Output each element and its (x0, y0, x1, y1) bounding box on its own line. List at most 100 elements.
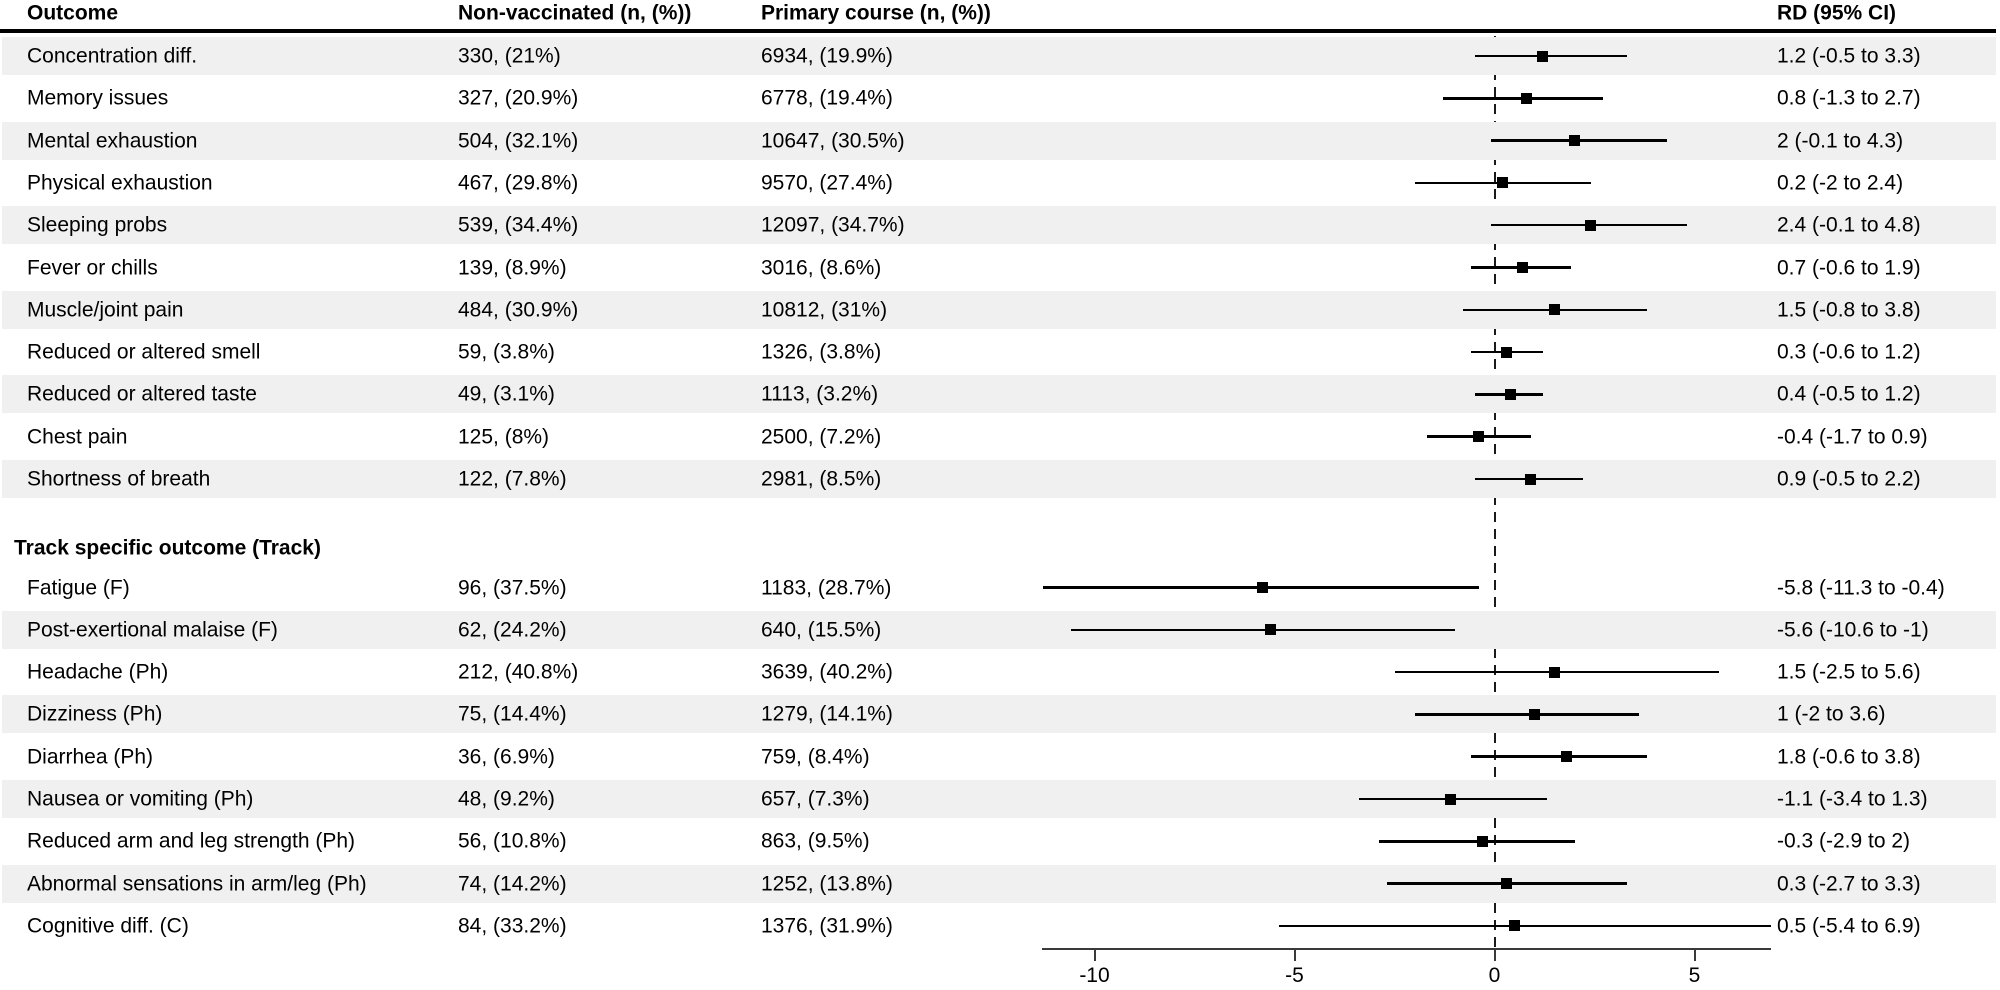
x-axis-tick (1293, 949, 1296, 961)
point-estimate-marker (1265, 624, 1276, 636)
outcome-label: Fatigue (F) (27, 576, 130, 599)
outcome-label: Reduced arm and leg strength (Ph) (27, 829, 356, 853)
point-estimate-marker (1549, 304, 1560, 316)
rd-value: 0.9 (-0.5 to 2.2) (1777, 467, 1921, 491)
point-estimate-marker (1501, 346, 1512, 358)
primary-course-value: 1113, (3.2%) (761, 382, 879, 406)
point-estimate-marker (1517, 262, 1528, 273)
primary-course-value: 1279, (14.1%) (761, 702, 893, 726)
ci-line (1414, 713, 1639, 716)
primary-course-value: 759, (8.4%) (761, 745, 870, 769)
rd-value: -0.3 (-2.9 to 2) (1777, 829, 1911, 853)
ci-line (1070, 628, 1455, 632)
outcome-label: Nausea or vomiting (Ph) (27, 787, 254, 811)
outcome-label: Physical exhaustion (27, 171, 213, 195)
nonvaccinated-value: 484, (30.9%) (458, 298, 579, 322)
nonvaccinated-value: 330, (21%) (458, 44, 561, 68)
rd-value: 0.3 (-0.6 to 1.2) (1777, 340, 1921, 364)
ci-line (1378, 840, 1575, 843)
row-shade-band (2, 460, 1996, 498)
nonvaccinated-value: 75, (14.4%) (458, 702, 567, 726)
point-estimate-marker (1585, 219, 1596, 231)
outcome-label: Cognitive diff. (C) (27, 914, 189, 938)
outcome-label: Concentration diff. (27, 44, 198, 68)
primary-course-value: 863, (9.5%) (761, 829, 870, 853)
row-shade-band (2, 780, 1996, 818)
nonvaccinated-value: 96, (37.5%) (458, 576, 567, 599)
nonvaccinated-value: 49, (3.1%) (458, 382, 555, 406)
outcome-label: Reduced or altered taste (27, 382, 257, 406)
rd-value: 1.5 (-0.8 to 3.8) (1777, 298, 1921, 322)
point-estimate-marker (1477, 835, 1488, 847)
rd-value: 0.4 (-0.5 to 1.2) (1777, 382, 1921, 406)
nonvaccinated-value: 84, (33.2%) (458, 914, 567, 938)
nonvaccinated-value: 59, (3.8%) (458, 340, 555, 364)
ci-line (1474, 54, 1627, 58)
nonvaccinated-value: 504, (32.1%) (458, 129, 579, 153)
nonvaccinated-value: 139, (8.9%) (458, 256, 567, 279)
x-axis-tick-label: 0 (1488, 964, 1501, 987)
rd-value: 1.5 (-2.5 to 5.6) (1777, 660, 1921, 684)
point-estimate-marker (1257, 582, 1268, 593)
x-axis-tick-label: -10 (1079, 964, 1110, 987)
row-shade-band (2, 290, 1996, 329)
primary-course-value: 1252, (13.8%) (761, 872, 893, 896)
outcome-label: Post-exertional malaise (F) (27, 618, 278, 642)
nonvaccinated-value: 48, (9.2%) (458, 787, 555, 811)
column-header-primary-course: Primary course (n, (%)) (761, 1, 991, 25)
x-axis-line (1042, 947, 1771, 950)
row-shade-band (2, 121, 1996, 160)
point-estimate-marker (1473, 431, 1484, 443)
primary-course-value: 9570, (27.4%) (761, 171, 893, 195)
primary-course-value: 1183, (28.7%) (761, 576, 892, 599)
rd-value: -0.4 (-1.7 to 0.9) (1777, 425, 1928, 449)
primary-course-value: 3639, (40.2%) (761, 660, 893, 684)
row-shade-band (2, 864, 1996, 903)
point-estimate-marker (1561, 751, 1572, 763)
point-estimate-marker (1569, 135, 1580, 147)
column-header-rd: RD (95% CI) (1777, 1, 1897, 25)
point-estimate-marker (1549, 666, 1560, 678)
rd-value: 0.7 (-0.6 to 1.9) (1777, 256, 1921, 279)
primary-course-value: 657, (7.3%) (761, 787, 870, 811)
outcome-label: Reduced or altered smell (27, 340, 261, 364)
outcome-label: Headache (Ph) (27, 660, 169, 684)
rd-value: -5.6 (-10.6 to -1) (1777, 618, 1929, 642)
nonvaccinated-value: 539, (34.4%) (458, 213, 579, 237)
outcome-label: Diarrhea (Ph) (27, 745, 154, 769)
nonvaccinated-value: 125, (8%) (458, 425, 550, 449)
rd-value: -5.8 (-11.3 to -0.4) (1777, 576, 1945, 599)
nonvaccinated-value: 212, (40.8%) (458, 660, 579, 684)
rd-value: 1.2 (-0.5 to 3.3) (1777, 44, 1921, 68)
x-axis-tick (1093, 949, 1096, 961)
nonvaccinated-value: 122, (7.8%) (458, 467, 567, 491)
rd-value: 0.2 (-2 to 2.4) (1777, 171, 1904, 195)
rd-value: 0.5 (-5.4 to 6.9) (1777, 914, 1921, 938)
nonvaccinated-value: 36, (6.9%) (458, 745, 555, 769)
x-axis-tick-label: 5 (1688, 964, 1701, 987)
outcome-label: Shortness of breath (27, 467, 211, 491)
point-estimate-marker (1509, 920, 1520, 932)
primary-course-value: 6778, (19.4%) (761, 86, 893, 110)
primary-course-value: 1376, (31.9%) (761, 914, 893, 938)
header-rule (0, 29, 1996, 33)
primary-course-value: 10812, (31%) (761, 298, 888, 322)
primary-course-value: 2981, (8.5%) (761, 467, 882, 491)
outcome-label: Mental exhaustion (27, 129, 198, 153)
column-header-outcome: Outcome (27, 1, 119, 25)
outcome-label: Muscle/joint pain (27, 298, 184, 322)
row-shade-band (2, 695, 1996, 734)
point-estimate-marker (1529, 708, 1540, 720)
rd-value: 0.3 (-2.7 to 3.3) (1777, 872, 1921, 896)
column-header-nonvaccinated: Non-vaccinated (n, (%)) (458, 1, 692, 25)
primary-course-value: 6934, (19.9%) (761, 44, 893, 68)
nonvaccinated-value: 56, (10.8%) (458, 829, 567, 853)
point-estimate-marker (1525, 473, 1536, 485)
outcome-label: Sleeping probs (27, 213, 168, 237)
rd-value: 1.8 (-0.6 to 3.8) (1777, 745, 1921, 769)
point-estimate-marker (1505, 388, 1516, 400)
primary-course-value: 12097, (34.7%) (761, 213, 905, 237)
primary-course-value: 1326, (3.8%) (761, 340, 882, 364)
rd-value: 2 (-0.1 to 4.3) (1777, 129, 1904, 153)
